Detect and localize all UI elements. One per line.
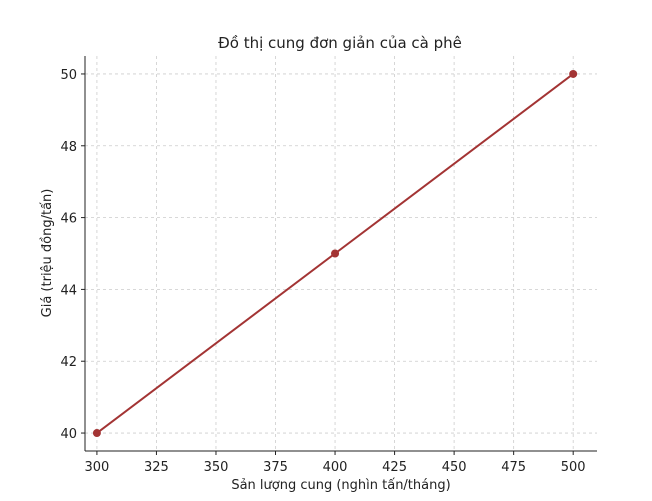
x-tick-label: 500 [561,460,586,475]
grid [85,56,597,451]
x-tick-label: 300 [84,460,109,475]
x-tick-label: 350 [204,460,229,475]
x-axis-label: Sản lượng cung (nghìn tấn/tháng) [231,478,450,493]
y-tick-label: 46 [60,212,77,227]
x-tick-label: 375 [263,460,288,475]
x-tick-label: 325 [144,460,169,475]
x-tick-label: 425 [382,460,407,475]
y-tick-label: 42 [60,355,77,370]
y-tick-label: 40 [60,427,77,442]
y-tick-label: 48 [60,140,77,155]
chart-title: Đồ thị cung đơn giản của cà phê [218,34,462,52]
series [92,69,578,438]
x-tick-label: 450 [442,460,467,475]
data-point [331,249,340,258]
data-point [569,69,578,78]
y-tick-label: 50 [60,68,77,83]
axes [84,56,597,452]
data-point [92,429,101,438]
ticks: 300 325 350 375 400 425 450 475 500 40 42 44 46 48 50 [60,68,585,475]
y-tick-label: 44 [60,283,77,298]
x-tick-label: 475 [501,460,526,475]
x-tick-label: 400 [323,460,348,475]
y-axis-label: Giá (triệu đồng/tấn) [40,189,55,318]
